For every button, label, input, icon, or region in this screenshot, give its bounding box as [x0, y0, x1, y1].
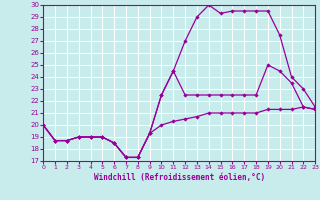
X-axis label: Windchill (Refroidissement éolien,°C): Windchill (Refroidissement éolien,°C)	[94, 173, 265, 182]
